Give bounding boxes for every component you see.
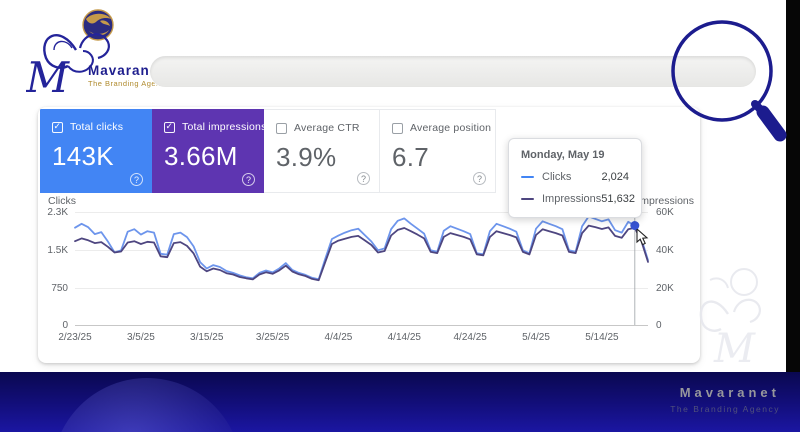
x-axis-labels: 2/23/25 3/5/25 3/15/25 3/25/25 4/4/25 4/14/25… bbox=[58, 332, 648, 346]
right-edge-strip bbox=[786, 0, 800, 372]
tooltip-value: 2,024 bbox=[601, 171, 629, 183]
x-tick-label: 2/23/25 bbox=[58, 332, 92, 343]
right-axis-title: Impressions bbox=[637, 195, 694, 207]
y-tick-label: 0 bbox=[656, 320, 662, 331]
help-icon[interactable] bbox=[473, 172, 486, 185]
x-tick-label: 5/14/25 bbox=[585, 332, 619, 343]
globe-watermark-icon bbox=[52, 378, 242, 432]
x-tick-label: 4/4/25 bbox=[324, 332, 353, 343]
footer-banner: Mavaranet The Branding Agency bbox=[0, 372, 800, 432]
help-icon[interactable] bbox=[357, 172, 370, 185]
line-chart-plot[interactable] bbox=[74, 205, 649, 325]
card-average-ctr[interactable]: Average CTR 3.9% bbox=[264, 109, 380, 193]
search-bar-illustration bbox=[150, 56, 756, 87]
x-axis-line bbox=[75, 325, 648, 326]
y-tick-label: 60K bbox=[656, 207, 674, 218]
card-value: 3.9% bbox=[276, 142, 337, 172]
y-tick-label: 0 bbox=[62, 320, 68, 331]
y-tick-label: 20K bbox=[656, 283, 674, 294]
series-line-clicks bbox=[74, 215, 649, 281]
tooltip-row-impressions: Impressions 51,632 bbox=[521, 193, 635, 205]
x-tick-label: 3/5/25 bbox=[126, 332, 155, 343]
card-total-impressions[interactable]: Total impressions 3.66M bbox=[152, 109, 267, 193]
checkbox-checked-icon[interactable] bbox=[52, 121, 63, 133]
svg-text:M: M bbox=[713, 326, 756, 366]
card-label: Average position bbox=[410, 122, 492, 134]
brand-name: Mavaranet bbox=[88, 63, 164, 78]
y-tick-label: 1.5K bbox=[47, 245, 68, 256]
brand-logo: M Mavaranet The Branding Agency bbox=[26, 4, 196, 100]
y-tick-label: 2.3K bbox=[47, 207, 68, 218]
clicks-series-dash-icon bbox=[521, 175, 534, 179]
card-value: 6.7 bbox=[392, 142, 430, 172]
left-axis-title: Clicks bbox=[48, 195, 76, 207]
brand-tagline: The Branding Agency bbox=[88, 78, 170, 88]
x-tick-label: 3/15/25 bbox=[190, 332, 224, 343]
y-tick-label: 40K bbox=[656, 245, 674, 256]
dove-globe-icon: M bbox=[26, 9, 114, 100]
card-label: Total clicks bbox=[70, 121, 124, 133]
card-average-position[interactable]: Average position 6.7 bbox=[380, 109, 496, 193]
card-label: Average CTR bbox=[294, 122, 360, 134]
series-line-impressions bbox=[74, 224, 649, 282]
tooltip-label: Clicks bbox=[542, 171, 572, 183]
checkbox-checked-icon[interactable] bbox=[164, 121, 175, 133]
footer-brand-name: Mavaranet bbox=[679, 385, 780, 400]
hover-point-marker bbox=[630, 221, 640, 231]
x-tick-label: 5/4/25 bbox=[522, 332, 550, 343]
tooltip-label: Impressions bbox=[542, 193, 602, 205]
card-total-clicks[interactable]: Total clicks 143K bbox=[40, 109, 152, 193]
help-icon[interactable] bbox=[242, 173, 255, 186]
card-label: Total impressions bbox=[182, 121, 267, 133]
gridline bbox=[75, 288, 648, 289]
x-tick-label: 3/25/25 bbox=[255, 332, 290, 343]
checkbox-unchecked-icon[interactable] bbox=[276, 122, 287, 134]
y-tick-label: 750 bbox=[51, 283, 68, 294]
x-tick-label: 4/14/25 bbox=[387, 332, 421, 343]
tooltip-row-clicks: Clicks 2,024 bbox=[521, 171, 629, 183]
x-tick-label: 4/24/25 bbox=[453, 332, 487, 343]
mouse-cursor-icon bbox=[636, 229, 649, 246]
magnifier-icon bbox=[671, 20, 787, 142]
tooltip-value: 51,632 bbox=[601, 193, 635, 205]
metric-cards-row: Total clicks 143K Total impressions 3.66… bbox=[38, 107, 700, 193]
checkbox-unchecked-icon[interactable] bbox=[392, 122, 403, 134]
gridline bbox=[75, 212, 648, 213]
help-icon[interactable] bbox=[130, 173, 143, 186]
gridline bbox=[75, 250, 648, 251]
svg-text:M: M bbox=[26, 53, 70, 100]
card-value: 3.66M bbox=[164, 141, 238, 171]
dove-watermark-icon: M bbox=[699, 268, 761, 366]
tooltip-date: Monday, May 19 bbox=[521, 149, 605, 161]
footer-brand-tagline: The Branding Agency bbox=[670, 404, 780, 414]
impressions-series-dash-icon bbox=[521, 197, 534, 201]
card-value: 143K bbox=[52, 141, 114, 171]
chart-tooltip: Monday, May 19 Clicks 2,024 Impressions … bbox=[508, 138, 642, 218]
